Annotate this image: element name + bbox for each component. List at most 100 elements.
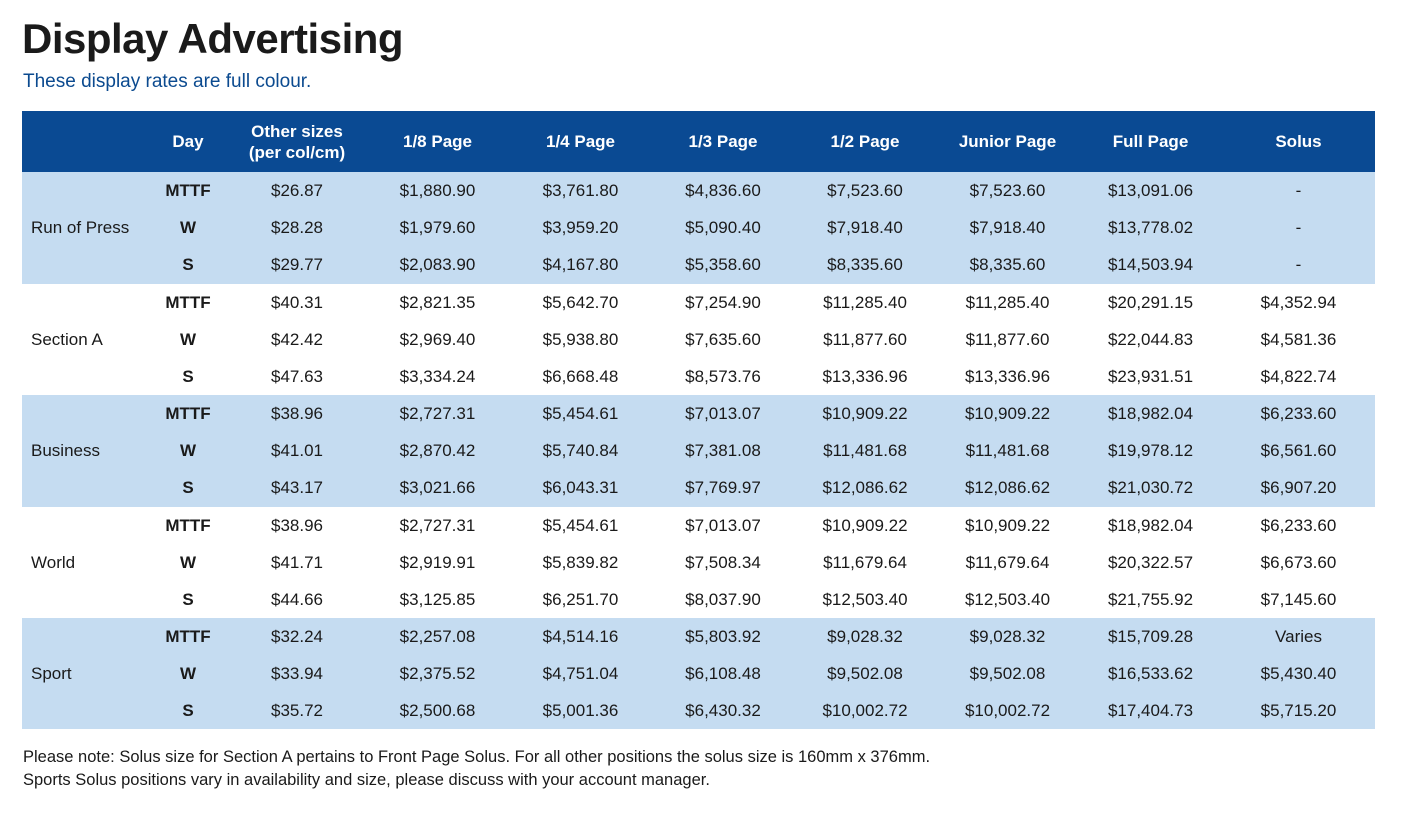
cell-half-page: $9,502.08 — [794, 655, 936, 692]
cell-junior-page: $9,028.32 — [936, 618, 1079, 655]
cell-full-page: $21,755.92 — [1079, 581, 1222, 618]
table-row: Business MTTF $38.96 $2,727.31 $5,454.61 $7,0… — [22, 395, 1375, 507]
table-row: W $28.28 $1,979.60 $3,959.20 $5,090.40 $7,918… — [22, 209, 1375, 246]
cell-eighth-page: $3,021.66 — [366, 469, 509, 507]
header-quarter-page: 1/4 Page — [509, 111, 652, 172]
cell-full-page: $22,044.83 — [1079, 321, 1222, 358]
cell-third-page: $7,635.60 — [652, 321, 794, 358]
table-row: W $41.01 $2,870.42 $5,740.84 $7,381.08 $11,48… — [22, 432, 1375, 469]
cell-day: MTTF — [148, 506, 228, 544]
section-label-world: World — [22, 506, 148, 618]
cell-third-page: $5,803.92 — [652, 618, 794, 655]
cell-day: MTTF — [148, 283, 228, 321]
cell-quarter-page: $5,938.80 — [509, 321, 652, 358]
header-full-page: Full Page — [1079, 111, 1222, 172]
cell-solus: $4,581.36 — [1222, 321, 1375, 358]
cell-solus: $6,561.60 — [1222, 432, 1375, 469]
cell-junior-page: $12,086.62 — [936, 469, 1079, 507]
cell-quarter-page: $5,740.84 — [509, 432, 652, 469]
cell-other-sizes: $35.72 — [228, 692, 366, 729]
cell-solus: $7,145.60 — [1222, 581, 1375, 618]
cell-full-page: $13,778.02 — [1079, 209, 1222, 246]
cell-day: S — [148, 581, 228, 618]
cell-eighth-page: $2,870.42 — [366, 432, 509, 469]
cell-other-sizes: $32.24 — [228, 618, 366, 655]
cell-third-page: $5,090.40 — [652, 209, 794, 246]
cell-third-page: $8,573.76 — [652, 358, 794, 395]
cell-full-page: $17,404.73 — [1079, 692, 1222, 729]
cell-eighth-page: $2,257.08 — [366, 618, 509, 655]
cell-junior-page: $11,285.40 — [936, 283, 1079, 321]
cell-solus: $5,715.20 — [1222, 692, 1375, 729]
table-row: W $41.71 $2,919.91 $5,839.82 $7,508.34 $11,67… — [22, 544, 1375, 581]
section-label-run-of-press: Run of Press — [22, 172, 148, 284]
cell-junior-page: $10,909.22 — [936, 395, 1079, 432]
cell-day: W — [148, 655, 228, 692]
header-other-sizes-line2: (per col/cm) — [248, 142, 346, 162]
cell-half-page: $13,336.96 — [794, 358, 936, 395]
cell-junior-page: $8,335.60 — [936, 246, 1079, 284]
table-row: Sport MTTF $32.24 $2,257.08 $4,514.16 $5,803.… — [22, 618, 1375, 729]
cell-junior-page: $10,909.22 — [936, 506, 1079, 544]
cell-solus: $6,233.60 — [1222, 506, 1375, 544]
cell-third-page: $7,381.08 — [652, 432, 794, 469]
cell-third-page: $5,358.60 — [652, 246, 794, 284]
cell-full-page: $15,709.28 — [1079, 618, 1222, 655]
cell-junior-page: $11,877.60 — [936, 321, 1079, 358]
footnote-sports-solus: Sports Solus positions vary in availabil… — [23, 771, 710, 789]
cell-solus: $5,430.40 — [1222, 655, 1375, 692]
page-subtitle: These display rates are full colour. — [23, 71, 312, 92]
cell-other-sizes: $42.42 — [228, 321, 366, 358]
table-row: World MTTF $38.96 $2,727.31 $5,454.61 $7,013.… — [22, 506, 1375, 618]
cell-other-sizes: $28.28 — [228, 209, 366, 246]
cell-day: S — [148, 246, 228, 284]
cell-quarter-page: $4,167.80 — [509, 246, 652, 284]
cell-other-sizes: $47.63 — [228, 358, 366, 395]
cell-day: W — [148, 432, 228, 469]
cell-eighth-page: $2,727.31 — [366, 506, 509, 544]
cell-half-page: $12,086.62 — [794, 469, 936, 507]
footnote-solus-size: Please note: Solus size for Section A pe… — [23, 748, 931, 766]
table-row: S $44.66 $3,125.85 $6,251.70 $8,037.90 $12,50… — [22, 581, 1375, 618]
cell-eighth-page: $2,375.52 — [366, 655, 509, 692]
table-row: S $47.63 $3,334.24 $6,668.48 $8,573.76 $13,33… — [22, 358, 1375, 395]
cell-eighth-page: $2,083.90 — [366, 246, 509, 284]
cell-day: S — [148, 469, 228, 507]
cell-other-sizes: $26.87 — [228, 172, 366, 209]
cell-half-page: $8,335.60 — [794, 246, 936, 284]
cell-other-sizes: $38.96 — [228, 395, 366, 432]
cell-day: W — [148, 209, 228, 246]
cell-junior-page: $12,503.40 — [936, 581, 1079, 618]
header-other-sizes-line1: Other sizes — [251, 121, 343, 141]
cell-day: W — [148, 321, 228, 358]
cell-day: S — [148, 692, 228, 729]
cell-half-page: $7,918.40 — [794, 209, 936, 246]
header-eighth-page: 1/8 Page — [366, 111, 509, 172]
table-row: W $33.94 $2,375.52 $4,751.04 $6,108.48 $9,502… — [22, 655, 1375, 692]
page-title: Display Advertising — [22, 15, 404, 62]
cell-third-page: $7,013.07 — [652, 506, 794, 544]
section-label-sport: Sport — [22, 618, 148, 729]
cell-eighth-page: $2,969.40 — [366, 321, 509, 358]
section-label-business: Business — [22, 395, 148, 507]
cell-third-page: $7,769.97 — [652, 469, 794, 507]
cell-half-page: $10,909.22 — [794, 395, 936, 432]
cell-junior-page: $11,481.68 — [936, 432, 1079, 469]
cell-full-page: $20,291.15 — [1079, 283, 1222, 321]
cell-half-page: $11,285.40 — [794, 283, 936, 321]
cell-other-sizes: $38.96 — [228, 506, 366, 544]
cell-half-page: $11,877.60 — [794, 321, 936, 358]
cell-eighth-page: $2,821.35 — [366, 283, 509, 321]
cell-quarter-page: $4,514.16 — [509, 618, 652, 655]
cell-quarter-page: $5,839.82 — [509, 544, 652, 581]
cell-other-sizes: $40.31 — [228, 283, 366, 321]
cell-other-sizes: $43.17 — [228, 469, 366, 507]
cell-half-page: $11,481.68 — [794, 432, 936, 469]
cell-other-sizes: $33.94 — [228, 655, 366, 692]
cell-eighth-page: $3,125.85 — [366, 581, 509, 618]
header-day: Day — [148, 111, 228, 172]
header-third-page: 1/3 Page — [652, 111, 794, 172]
rates-table-body: Run of Press MTTF $26.87 $1,880.90 $3,761.80… — [22, 172, 1375, 729]
header-other-sizes: Other sizes (per col/cm) — [228, 111, 366, 172]
header-section — [22, 111, 148, 172]
